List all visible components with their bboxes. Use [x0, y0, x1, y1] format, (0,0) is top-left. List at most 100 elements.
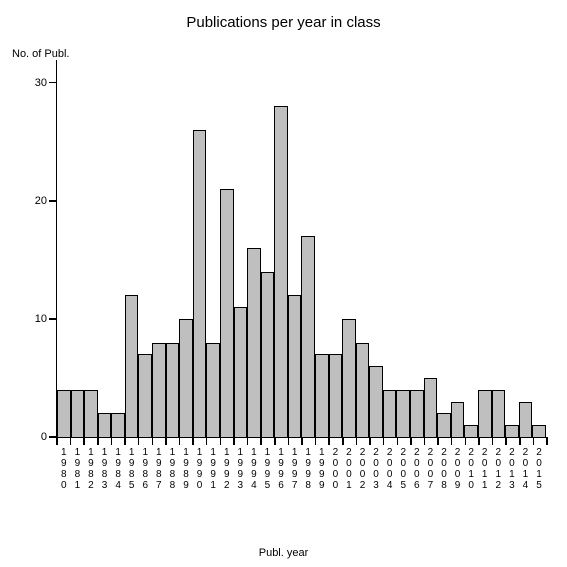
x-tick-label: 1986 — [138, 447, 152, 491]
x-tick-label: 1996 — [274, 447, 288, 491]
x-tick — [342, 437, 344, 445]
x-tick-label: 1992 — [220, 447, 234, 491]
x-tick-label: 1993 — [234, 447, 248, 491]
x-tick-label: 1989 — [179, 447, 193, 491]
x-tick — [356, 437, 358, 445]
bar — [369, 366, 383, 437]
x-tick — [301, 437, 303, 445]
bar — [84, 390, 98, 437]
bar — [261, 272, 275, 437]
bar — [424, 378, 438, 437]
bar — [478, 390, 492, 437]
bar — [437, 413, 451, 437]
x-tick — [519, 437, 521, 445]
x-tick-label: 1994 — [247, 447, 261, 491]
x-tick — [138, 437, 140, 445]
y-tick — [49, 82, 57, 84]
x-tick-label: 1980 — [57, 447, 71, 491]
y-tick-label: 30 — [35, 77, 47, 89]
x-tick-label: 2003 — [369, 447, 383, 491]
x-tick — [165, 437, 167, 445]
bar — [356, 343, 370, 438]
x-tick-label: 2014 — [519, 447, 533, 491]
x-tick-label: 2005 — [396, 447, 410, 491]
bar — [410, 390, 424, 437]
x-tick — [505, 437, 507, 445]
x-tick — [274, 437, 276, 445]
bar — [247, 248, 261, 437]
x-tick-label: 1990 — [193, 447, 207, 491]
bar — [451, 402, 465, 437]
x-tick — [492, 437, 494, 445]
x-tick — [70, 437, 72, 445]
plot-area: 0102030 19801981198219831984198519861987… — [56, 60, 546, 438]
bar — [315, 354, 329, 437]
bar — [166, 343, 180, 438]
bar — [71, 390, 85, 437]
bar — [234, 307, 248, 437]
x-tick — [424, 437, 426, 445]
x-tick — [192, 437, 194, 445]
x-tick-label: 2010 — [464, 447, 478, 491]
x-tick-label: 2012 — [492, 447, 506, 491]
x-tick — [383, 437, 385, 445]
x-tick-label: 2013 — [505, 447, 519, 491]
x-tick-label: 2000 — [329, 447, 343, 491]
x-tick — [97, 437, 99, 445]
bar — [288, 295, 302, 437]
y-tick-label: 10 — [35, 313, 47, 325]
x-tick — [83, 437, 85, 445]
x-tick-labels: 1980198119821983198419851986198719881989… — [57, 447, 546, 491]
x-tick — [233, 437, 235, 445]
bar — [125, 295, 139, 437]
x-tick-label: 1987 — [152, 447, 166, 491]
publications-chart: Publications per year in class No. of Pu… — [0, 0, 567, 567]
y-axis-label: No. of Publ. — [12, 48, 69, 60]
bar — [152, 343, 166, 438]
x-tick — [111, 437, 113, 445]
bar — [396, 390, 410, 437]
x-tick-label: 2001 — [342, 447, 356, 491]
x-tick-label: 1981 — [71, 447, 85, 491]
x-tick-label: 2009 — [451, 447, 465, 491]
y-tick — [49, 200, 57, 202]
bars-group — [57, 60, 546, 437]
x-tick-label: 1991 — [206, 447, 220, 491]
x-tick — [315, 437, 317, 445]
x-tick-label: 2007 — [424, 447, 438, 491]
bar — [532, 425, 546, 437]
x-tick — [546, 437, 548, 445]
bar — [111, 413, 125, 437]
x-tick — [124, 437, 126, 445]
bar — [179, 319, 193, 437]
x-tick-label: 1995 — [261, 447, 275, 491]
x-tick — [410, 437, 412, 445]
x-tick-label: 2002 — [356, 447, 370, 491]
y-tick — [49, 318, 57, 320]
x-tick — [465, 437, 467, 445]
chart-title: Publications per year in class — [0, 14, 567, 31]
bar — [98, 413, 112, 437]
bar — [492, 390, 506, 437]
x-tick-label: 1999 — [315, 447, 329, 491]
bar — [519, 402, 533, 437]
x-tick — [206, 437, 208, 445]
bar — [274, 106, 288, 437]
bar — [206, 343, 220, 438]
bar — [138, 354, 152, 437]
x-tick — [247, 437, 249, 445]
x-axis-label: Publ. year — [0, 547, 567, 559]
bar — [505, 425, 519, 437]
x-tick-label: 1997 — [288, 447, 302, 491]
x-tick-label: 1988 — [166, 447, 180, 491]
y-tick-label: 20 — [35, 195, 47, 207]
x-tick-label: 2008 — [437, 447, 451, 491]
x-tick — [56, 437, 58, 445]
x-tick — [179, 437, 181, 445]
y-tick-label: 0 — [41, 431, 47, 443]
bar — [193, 130, 207, 437]
x-tick-label: 1982 — [84, 447, 98, 491]
x-tick-label: 1985 — [125, 447, 139, 491]
x-tick — [260, 437, 262, 445]
x-tick-label: 2006 — [410, 447, 424, 491]
